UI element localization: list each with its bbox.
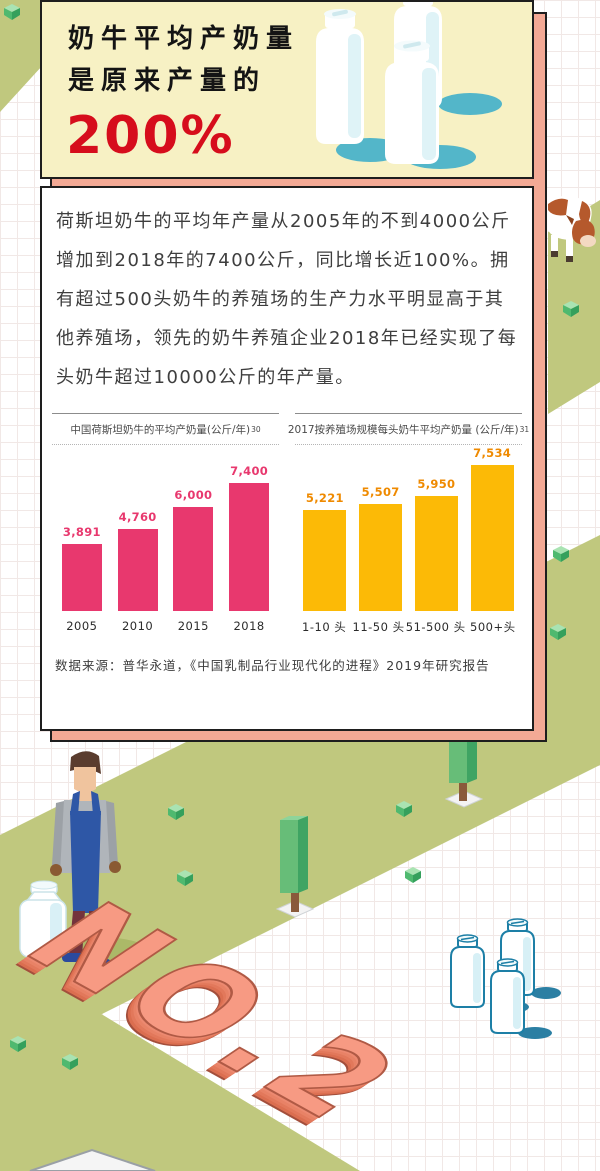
grass-cube bbox=[405, 867, 421, 883]
bar-value-label: 7,534 bbox=[473, 446, 512, 460]
milk-bottle bbox=[490, 958, 525, 1034]
bar-column: 3,891 bbox=[54, 525, 110, 611]
path-bottom-left bbox=[0, 995, 360, 1171]
bar bbox=[117, 529, 158, 611]
bar bbox=[229, 483, 270, 611]
bar-column: 5,950 bbox=[409, 477, 465, 611]
x-tick-label: 2015 bbox=[177, 619, 210, 633]
milk-bottle bbox=[450, 934, 485, 1008]
bar-value-label: 5,221 bbox=[305, 491, 344, 505]
header-title-line2: 是原来产量的 bbox=[68, 66, 267, 96]
chart-title-footnote: 31 bbox=[519, 424, 530, 434]
tree-center bbox=[275, 816, 315, 918]
bar-value-label: 5,950 bbox=[417, 477, 456, 491]
cow-illustration bbox=[545, 195, 596, 262]
milk-bottles-group bbox=[450, 918, 561, 1039]
content-card: 荷斯坦奶牛的平均年产量从2005年的不到4000公斤增加到2018年的7400公… bbox=[40, 186, 534, 731]
bar-column: 5,221 bbox=[297, 491, 353, 611]
bar bbox=[359, 504, 403, 611]
plot-area: 5,221 5,507 5,950 7,534 bbox=[295, 445, 522, 611]
x-tick-label: 2005 bbox=[66, 619, 98, 633]
milk-jug bbox=[19, 880, 67, 958]
chart-title-footnote: 30 bbox=[251, 424, 261, 434]
data-source-note: 数据来源：普华永道，《中国乳制品行业现代化的进程》2019年研究报告 bbox=[55, 658, 490, 673]
milk-bottle bbox=[385, 40, 439, 164]
x-axis-labels: 1-10 头 11-50 头 51-500 头 500+头 bbox=[295, 619, 522, 635]
chart-rule bbox=[52, 413, 279, 414]
bar-column: 7,400 bbox=[221, 464, 277, 611]
body-paragraph: 荷斯坦奶牛的平均年产量从2005年的不到4000公斤增加到2018年的7400公… bbox=[56, 211, 518, 388]
bar-value-label: 6,000 bbox=[174, 488, 213, 502]
chart-title: 2017按养殖场规模每头奶牛平均产奶量 (公斤/年) 31 bbox=[288, 414, 529, 444]
x-tick-label: 51-500 头 bbox=[405, 620, 466, 634]
header-title-line1: 奶牛平均产奶量 bbox=[68, 24, 300, 54]
x-tick-label: 2018 bbox=[233, 619, 265, 633]
bar-value-label: 4,760 bbox=[118, 510, 157, 524]
chart-title-text: 2017按养殖场规模每头奶牛平均产奶量 (公斤/年) bbox=[287, 423, 519, 436]
chart-title: 中国荷斯坦奶牛的平均产奶量(公斤/年) 30 bbox=[52, 414, 279, 444]
bar bbox=[173, 507, 214, 611]
header-big-stat: 200% bbox=[66, 106, 235, 166]
bar bbox=[470, 465, 514, 611]
x-tick-label: 500+头 bbox=[470, 620, 516, 634]
chart-milk-yield-by-farm-size: 2017按养殖场规模每头奶牛平均产奶量 (公斤/年) 31 5,221 5,507… bbox=[288, 413, 529, 635]
bar-value-label: 5,507 bbox=[361, 485, 400, 499]
bar-column: 7,534 bbox=[464, 446, 520, 611]
bar-column: 5,507 bbox=[353, 485, 409, 611]
chart-milk-yield-by-year: 中国荷斯坦奶牛的平均产奶量(公斤/年) 30 3,891 4,760 6,000 bbox=[52, 413, 279, 635]
x-axis-labels: 2005 2010 2015 2018 bbox=[52, 619, 279, 633]
chart-rule bbox=[295, 413, 522, 414]
bar-column: 4,760 bbox=[110, 510, 166, 611]
x-tick-label: 1-10 头 bbox=[302, 620, 347, 634]
plot-area: 3,891 4,760 6,000 7,400 bbox=[52, 445, 279, 611]
x-tick-label: 11-50 头 bbox=[352, 620, 405, 634]
ground-diamond bbox=[29, 1148, 156, 1171]
charts-row: 中国荷斯坦奶牛的平均产奶量(公斤/年) 30 3,891 4,760 6,000 bbox=[42, 413, 532, 635]
bar-column: 6,000 bbox=[166, 488, 222, 611]
farmer-illustration bbox=[46, 751, 146, 968]
bar bbox=[61, 544, 102, 611]
path-top-left bbox=[0, 0, 42, 112]
bar-value-label: 7,400 bbox=[230, 464, 269, 478]
milk-bottle bbox=[316, 9, 364, 144]
chart-title-text: 中国荷斯坦奶牛的平均产奶量(公斤/年) bbox=[70, 423, 251, 436]
header-card: 奶牛平均产奶量 是原来产量的 200% bbox=[40, 0, 534, 179]
chart-rule-dotted bbox=[295, 444, 522, 445]
bar-value-label: 3,891 bbox=[62, 525, 101, 539]
bar bbox=[414, 496, 458, 611]
bar bbox=[303, 510, 347, 611]
milk-bottles-header bbox=[316, 2, 502, 169]
chart-rule-dotted bbox=[52, 444, 279, 445]
x-tick-label: 2010 bbox=[121, 619, 154, 633]
